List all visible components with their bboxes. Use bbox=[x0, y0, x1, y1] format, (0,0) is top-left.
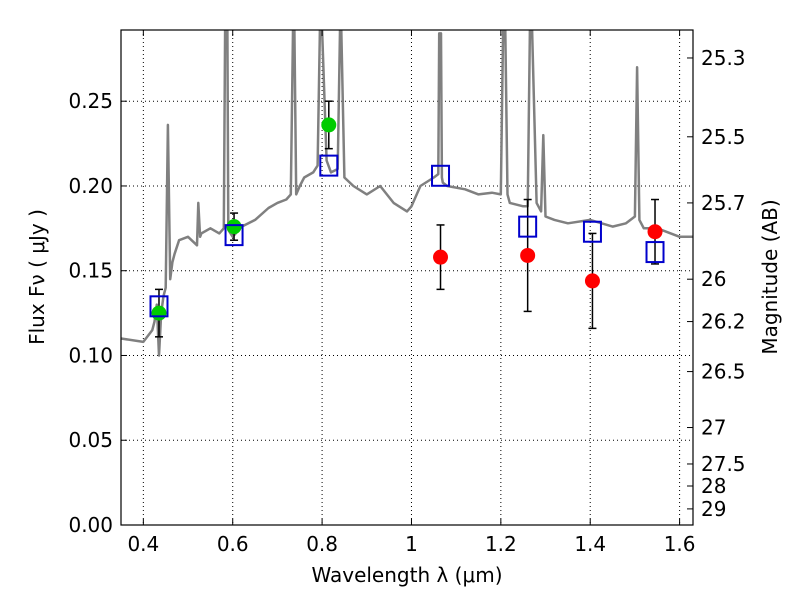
right-tick-label: 27.5 bbox=[701, 452, 746, 476]
model-square bbox=[582, 220, 602, 243]
right-tick-label: 25.7 bbox=[701, 191, 746, 215]
x-tick-label: 0.6 bbox=[217, 532, 249, 556]
flux-point bbox=[584, 273, 600, 289]
flux-point bbox=[433, 249, 449, 265]
y-tick-label: 0.20 bbox=[68, 174, 113, 198]
axes: 0.4 0.6 0.8 1 1.2 1.4 1.6 0.00 0.05 0.10 0.15 0.20 0… bbox=[68, 30, 746, 556]
y-tick-label: 0.00 bbox=[68, 513, 113, 537]
x-axis-label: Wavelength λ (μm) bbox=[311, 563, 502, 587]
right-tick-label: 29 bbox=[701, 497, 726, 521]
x-tick-label: 1.6 bbox=[664, 532, 696, 556]
model-square bbox=[518, 215, 538, 238]
right-tick-label: 26.5 bbox=[701, 360, 746, 384]
right-tick-label: 27 bbox=[701, 416, 726, 440]
flux-point bbox=[520, 247, 536, 263]
right-tick-label: 26 bbox=[701, 267, 726, 291]
x-tick-label: 1.4 bbox=[574, 532, 606, 556]
x-tick-label: 1.2 bbox=[485, 532, 517, 556]
right-tick-label: 28 bbox=[701, 474, 726, 498]
y-tick-label: 0.25 bbox=[68, 89, 113, 113]
flux-point bbox=[226, 219, 242, 235]
flux-point bbox=[647, 224, 663, 240]
right-tick-label: 25.5 bbox=[701, 125, 746, 149]
right-tick-label: 25.3 bbox=[701, 46, 746, 70]
y-tick-label: 0.10 bbox=[68, 343, 113, 367]
right-tick-label: 26.2 bbox=[701, 310, 746, 334]
grid-lines bbox=[121, 30, 693, 526]
data-layer bbox=[121, 30, 693, 357]
y-axis-label-right: Magnitude (AB) bbox=[758, 199, 782, 354]
y-axis-label: Flux Fν ( μJy ) bbox=[25, 209, 49, 345]
y-tick-label: 0.15 bbox=[68, 259, 113, 283]
y-tick-label: 0.05 bbox=[68, 428, 113, 452]
flux-point bbox=[321, 117, 337, 133]
plot-frame bbox=[120, 29, 694, 526]
spectrum-line bbox=[121, 30, 693, 357]
model-square bbox=[431, 164, 451, 187]
model-square bbox=[645, 241, 665, 264]
x-tick-label: 0.4 bbox=[127, 532, 159, 556]
model-square bbox=[224, 224, 244, 247]
model-square bbox=[319, 154, 339, 177]
x-tick-label: 0.8 bbox=[306, 532, 338, 556]
model-square bbox=[149, 295, 169, 318]
x-tick-label: 1 bbox=[405, 532, 418, 556]
flux-point bbox=[151, 305, 167, 321]
